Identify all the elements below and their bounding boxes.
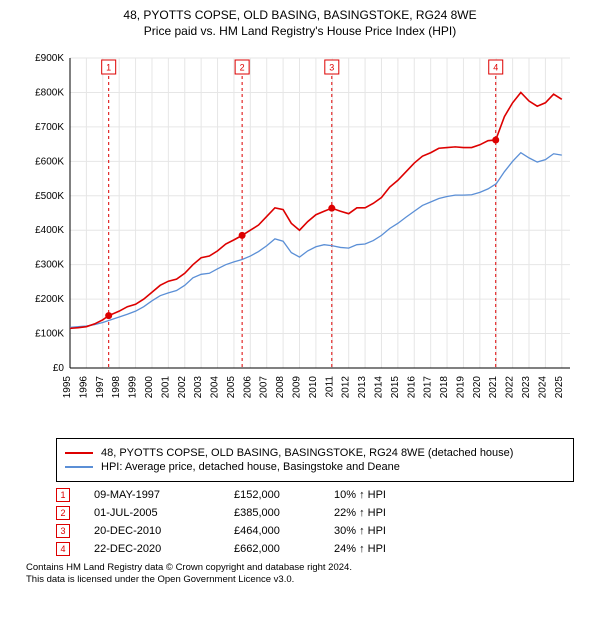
attribution-line1: Contains HM Land Registry data © Crown c… (26, 562, 574, 574)
x-tick-label: 2000 (144, 376, 155, 399)
x-tick-label: 2017 (423, 376, 434, 399)
y-tick-label: £600K (35, 156, 64, 167)
legend-row: 48, PYOTTS COPSE, OLD BASING, BASINGSTOK… (65, 447, 565, 459)
sale-marker-dot (239, 232, 246, 239)
x-tick-label: 1995 (62, 376, 73, 399)
x-tick-label: 2010 (308, 376, 319, 399)
attribution: Contains HM Land Registry data © Crown c… (26, 562, 574, 587)
sales-pct: 10% ↑ HPI (334, 489, 386, 501)
sales-row: 4 22-DEC-2020£662,00024% ↑ HPI (56, 542, 574, 556)
x-tick-label: 2009 (292, 376, 303, 399)
sales-row: 3 20-DEC-2010£464,00030% ↑ HPI (56, 524, 574, 538)
x-tick-label: 2016 (406, 376, 417, 399)
x-tick-label: 2013 (357, 376, 368, 399)
chart-container: 48, PYOTTS COPSE, OLD BASING, BASINGSTOK… (0, 0, 600, 620)
x-tick-label: 2006 (242, 376, 253, 399)
legend-swatch (65, 452, 93, 454)
x-tick-label: 2023 (521, 376, 532, 399)
x-tick-label: 1998 (111, 376, 122, 399)
x-tick-label: 2007 (259, 376, 270, 399)
legend-label: 48, PYOTTS COPSE, OLD BASING, BASINGSTOK… (101, 447, 513, 459)
sales-price: £385,000 (234, 507, 334, 519)
sale-marker-dot (492, 136, 499, 143)
sale-marker-number: 2 (240, 63, 245, 73)
x-tick-label: 2014 (373, 376, 384, 399)
legend: 48, PYOTTS COPSE, OLD BASING, BASINGSTOK… (56, 438, 574, 482)
y-tick-label: £100K (35, 329, 64, 340)
sales-price: £464,000 (234, 525, 334, 537)
x-tick-label: 2018 (439, 376, 450, 399)
sales-date: 01-JUL-2005 (94, 507, 234, 519)
legend-row: HPI: Average price, detached house, Basi… (65, 461, 565, 473)
sales-marker-box: 1 (56, 488, 70, 502)
sale-marker-number: 4 (493, 63, 498, 73)
sale-marker-number: 3 (329, 63, 334, 73)
x-tick-label: 2011 (324, 376, 335, 398)
x-tick-label: 2020 (472, 376, 483, 399)
x-tick-label: 2021 (488, 376, 499, 399)
y-tick-label: £400K (35, 225, 64, 236)
sales-pct: 24% ↑ HPI (334, 543, 386, 555)
y-tick-label: £0 (53, 363, 65, 374)
x-tick-label: 2019 (455, 376, 466, 399)
legend-label: HPI: Average price, detached house, Basi… (101, 461, 400, 473)
x-tick-label: 2015 (390, 376, 401, 399)
sales-date: 22-DEC-2020 (94, 543, 234, 555)
y-tick-label: £800K (35, 87, 64, 98)
chart-subtitle: Price paid vs. HM Land Registry's House … (10, 24, 590, 38)
sales-pct: 22% ↑ HPI (334, 507, 386, 519)
sales-date: 20-DEC-2010 (94, 525, 234, 537)
y-tick-label: £300K (35, 260, 64, 271)
x-tick-label: 2005 (226, 376, 237, 399)
sales-marker-box: 3 (56, 524, 70, 538)
sales-date: 09-MAY-1997 (94, 489, 234, 501)
y-tick-label: £900K (35, 53, 64, 64)
x-tick-label: 2022 (505, 376, 516, 399)
x-tick-label: 2025 (554, 376, 565, 399)
legend-swatch (65, 466, 93, 468)
x-tick-label: 1996 (78, 376, 89, 399)
x-tick-label: 2008 (275, 376, 286, 399)
x-tick-label: 2001 (160, 376, 171, 399)
x-tick-label: 2004 (210, 376, 221, 399)
y-tick-label: £500K (35, 191, 64, 202)
sales-pct: 30% ↑ HPI (334, 525, 386, 537)
chart-title: 48, PYOTTS COPSE, OLD BASING, BASINGSTOK… (10, 8, 590, 22)
x-tick-label: 2002 (177, 376, 188, 399)
sale-marker-dot (328, 205, 335, 212)
y-tick-label: £700K (35, 122, 64, 133)
chart-plot-area: £0 £100K £200K £300K £400K £500K £600K £700K £80… (20, 48, 580, 428)
sales-marker-box: 4 (56, 542, 70, 556)
sales-price: £662,000 (234, 543, 334, 555)
x-tick-label: 2012 (341, 376, 352, 399)
x-tick-label: 2003 (193, 376, 204, 399)
sales-row: 1 09-MAY-1997£152,00010% ↑ HPI (56, 488, 574, 502)
y-tick-label: £200K (35, 294, 64, 305)
sales-price: £152,000 (234, 489, 334, 501)
sales-table: 1 09-MAY-1997£152,00010% ↑ HPI 2 01-JUL-200… (56, 488, 574, 556)
chart-svg: £0 £100K £200K £300K £400K £500K £600K £700K £80… (20, 48, 580, 428)
x-tick-label: 1997 (95, 376, 106, 399)
sale-marker-dot (105, 312, 112, 319)
x-tick-label: 2024 (537, 376, 548, 399)
sale-marker-number: 1 (106, 63, 111, 73)
attribution-line2: This data is licensed under the Open Gov… (26, 574, 574, 586)
sales-row: 2 01-JUL-2005£385,00022% ↑ HPI (56, 506, 574, 520)
x-tick-label: 1999 (128, 376, 139, 399)
sales-marker-box: 2 (56, 506, 70, 520)
